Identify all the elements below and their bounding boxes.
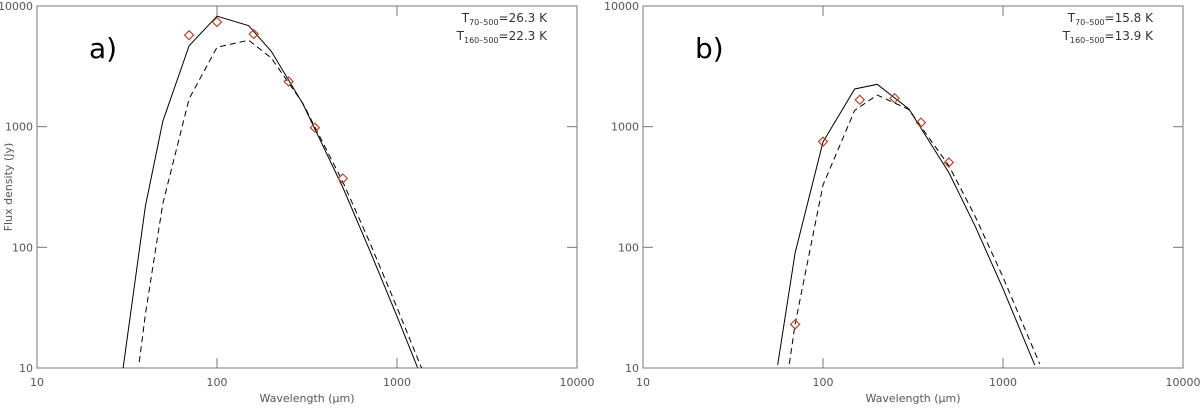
y-tick-label: 10 [19, 362, 33, 375]
x-tick-label: 100 [207, 376, 228, 389]
annotation-symbol: T [1067, 11, 1076, 25]
x-tick-label: 10 [636, 376, 650, 389]
y-tick-label: 10000 [0, 0, 33, 13]
plot-frame [36, 5, 578, 369]
annotation-text: =26.3 K [499, 11, 549, 25]
data-point [943, 157, 955, 168]
y-tick-label: 100 [12, 241, 33, 254]
data-point [889, 92, 900, 104]
y-tick-label: 100 [618, 241, 639, 254]
y-axis-title: Flux density (Jy) [2, 143, 15, 232]
model-curve [777, 83, 1036, 366]
data-point [915, 117, 927, 128]
y-tick-label: 10000 [604, 0, 639, 13]
annotation-subscript: 160–500 [464, 36, 499, 45]
x-tick-label: 10000 [560, 376, 595, 389]
annotation-text: =15.8 K [1105, 11, 1155, 25]
x-axis-title: Wavelength (μm) [865, 392, 960, 405]
panel-label: b) [695, 32, 724, 65]
y-tick-label: 10 [625, 362, 639, 375]
plot-frame [642, 5, 1184, 369]
panel: 10 100 1000 10000 10 100 1000 10000 Wavelength (… [0, 0, 595, 405]
x-tick-label: 10 [30, 376, 44, 389]
x-tick-label: 1000 [383, 376, 411, 389]
annotation: T70–500=15.8 K [1067, 11, 1154, 27]
annotation: T160–500=13.9 K [1062, 29, 1154, 45]
y-tick-label: 1000 [611, 121, 639, 134]
x-tick-label: 100 [813, 376, 834, 389]
annotation-subscript: 70–500 [469, 18, 498, 27]
annotation-text: =22.3 K [499, 29, 549, 43]
annotation: T160–500=22.3 K [456, 29, 548, 45]
data-point [337, 173, 349, 184]
data-point [854, 94, 866, 106]
model-curve [788, 94, 1041, 365]
y-tick-label: 1000 [5, 121, 33, 134]
annotation-symbol: T [456, 29, 465, 43]
data-point [789, 319, 801, 330]
annotation-symbol: T [461, 11, 470, 25]
data-point [248, 28, 260, 40]
x-axis-title: Wavelength (μm) [259, 392, 354, 405]
x-tick-label: 1000 [989, 376, 1017, 389]
model-curve [122, 15, 418, 368]
data-point [817, 136, 829, 148]
data-point [211, 16, 223, 28]
annotation-subscript: 160–500 [1070, 36, 1105, 45]
data-point [309, 122, 321, 134]
panel: 10 100 1000 10000 10 100 1000 10000 Wavelength (… [604, 0, 1200, 405]
annotation-text: =13.9 K [1105, 29, 1155, 43]
data-point [283, 76, 294, 87]
annotation-subscript: 70–500 [1075, 18, 1104, 27]
annotation-symbol: T [1062, 29, 1071, 43]
annotation: T70–500=26.3 K [461, 11, 548, 27]
data-point [183, 29, 195, 41]
x-tick-label: 10000 [1166, 376, 1200, 389]
panel-label: a) [89, 32, 117, 65]
model-curve [138, 39, 423, 368]
